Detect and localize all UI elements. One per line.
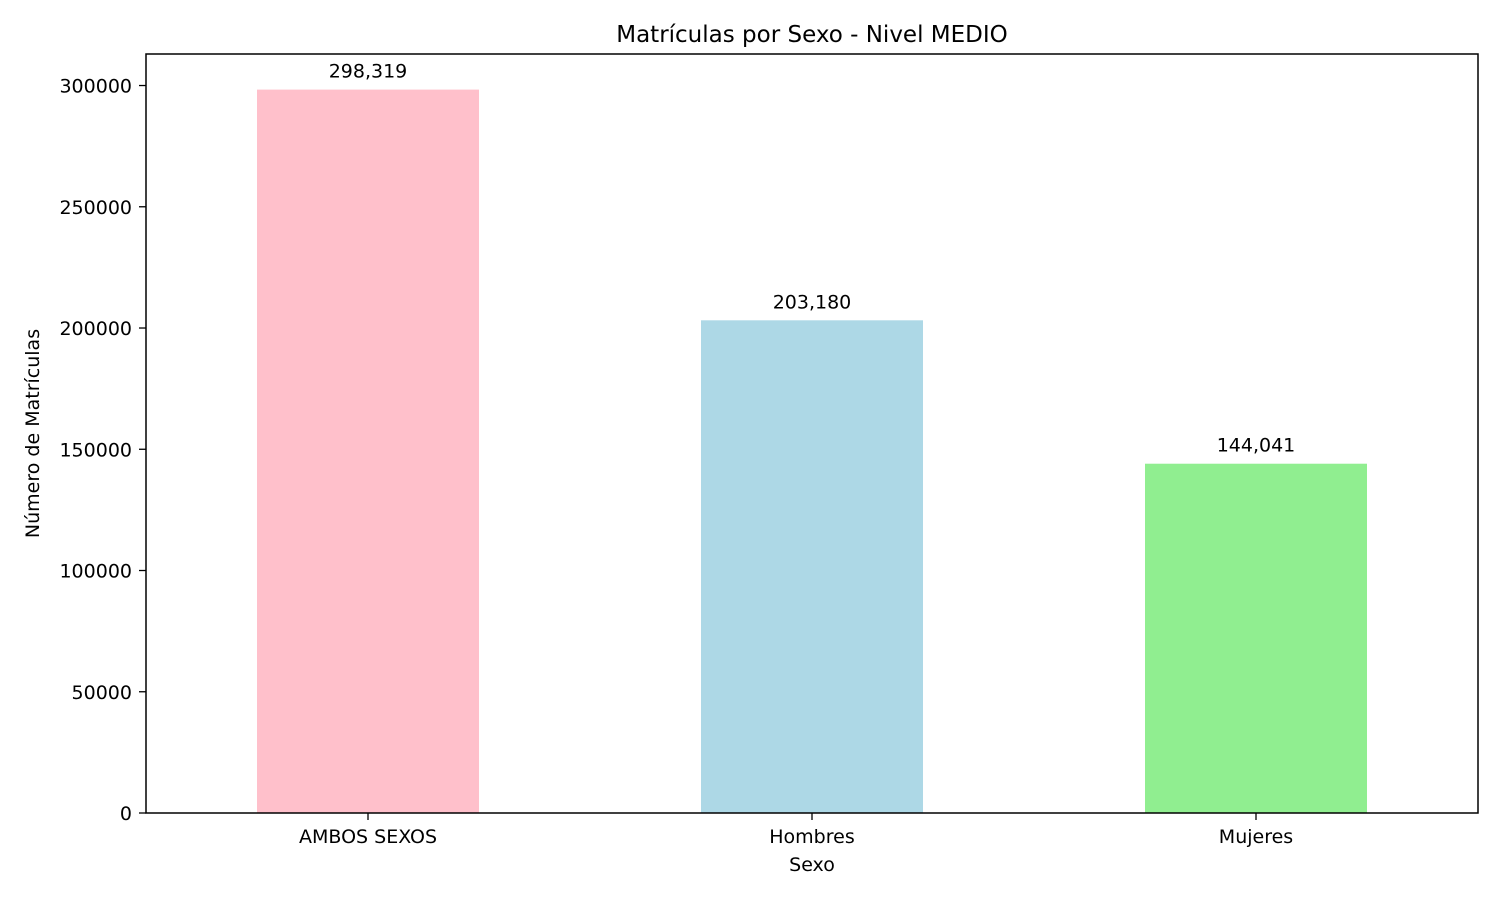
x-axis-label: Sexo: [789, 854, 835, 876]
chart-title: Matrículas por Sexo - Nivel MEDIO: [616, 22, 1008, 48]
plot-area: 0 50000 100000 150000 200000 250000 300000 298,…: [59, 61, 1367, 848]
x-tick-label: Hombres: [769, 826, 854, 848]
bar-value-label: 203,180: [773, 291, 852, 313]
bar[interactable]: [257, 89, 479, 814]
plot-frame: [145, 53, 1479, 814]
y-tick-label: 200000: [59, 318, 132, 340]
x-tick-label: Mujeres: [1219, 826, 1293, 848]
bar-value-label: 144,041: [1217, 435, 1296, 457]
y-tick-label: 150000: [59, 439, 132, 461]
y-tick-label: 250000: [59, 197, 132, 219]
y-tick-label: 0: [120, 803, 132, 825]
y-tick-label: 300000: [59, 76, 132, 98]
y-tick-label: 50000: [72, 682, 132, 704]
bar-value-label: 298,319: [329, 61, 408, 83]
bar[interactable]: [701, 320, 923, 813]
bar[interactable]: [1145, 463, 1367, 813]
x-tick-label: AMBOS SEXOS: [299, 826, 437, 848]
y-tick-label: 100000: [59, 561, 132, 583]
y-axis-label: Número de Matrículas: [22, 329, 44, 538]
